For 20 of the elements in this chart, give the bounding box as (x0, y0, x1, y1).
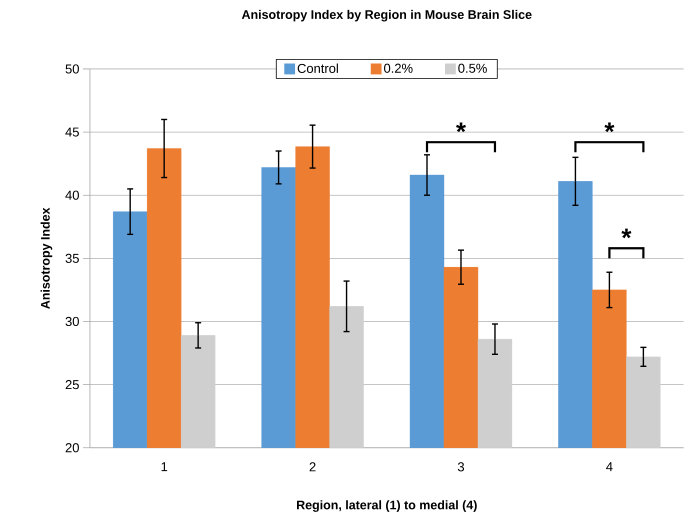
x-axis-title: Region, lateral (1) to medial (4) (297, 500, 477, 512)
x-tick-label: 3 (458, 462, 464, 472)
y-axis-title: Anisotropy Index (40, 208, 52, 310)
y-tick-label: 50 (66, 64, 79, 74)
legend-label: Control (298, 64, 338, 74)
y-tick-label: 35 (66, 254, 79, 264)
x-tick-label: 1 (162, 462, 168, 472)
x-tick-label: 4 (606, 462, 613, 472)
annotation: * (604, 122, 614, 132)
legend-label: 0.2% (384, 64, 413, 74)
chart-title: Anisotropy Index by Region in Mouse Brain Slice (242, 10, 532, 22)
y-tick-label: 45 (65, 128, 79, 137)
y-tick-label: 25 (66, 380, 79, 390)
y-tick-label: 20 (66, 443, 79, 452)
y-tick-label: 40 (65, 190, 79, 200)
annotation: * (456, 122, 466, 132)
y-tick-label: 30 (66, 317, 79, 326)
x-tick-label: 2 (310, 462, 316, 472)
legend-label: 0.5% (458, 64, 487, 74)
annotation: * (621, 228, 632, 238)
